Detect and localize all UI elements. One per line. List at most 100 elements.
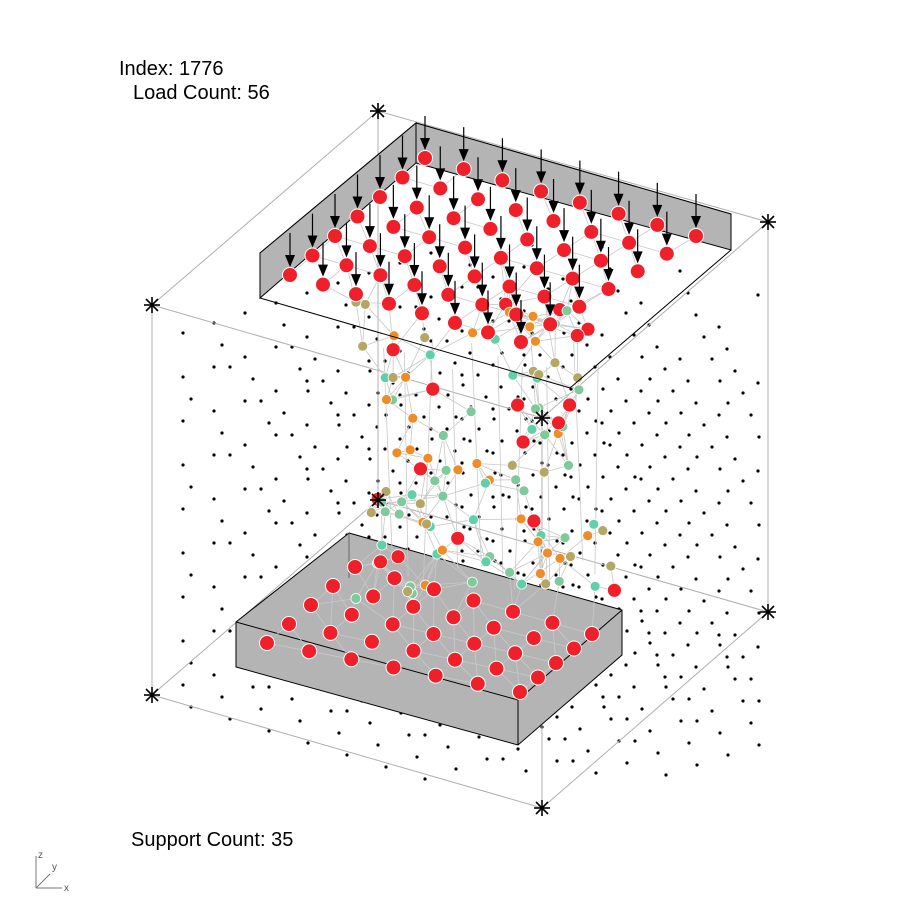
grid-dot: [367, 315, 371, 319]
truss-member: [371, 494, 413, 513]
load-arrow-head: [448, 198, 459, 211]
grid-dot: [454, 767, 458, 771]
load-arrow-head: [397, 157, 408, 170]
load-arrow-head: [318, 264, 328, 277]
grid-dot: [717, 413, 721, 417]
grid-dot: [407, 513, 411, 517]
grid-dot: [345, 445, 349, 449]
load-node: [494, 172, 511, 189]
truss-member: [533, 520, 561, 559]
grid-dot: [733, 545, 737, 549]
load-arrow-head: [691, 216, 701, 228]
grid-dot: [570, 705, 574, 709]
grid-dot: [616, 553, 620, 557]
grid-dot: [678, 269, 682, 273]
grid-dot: [578, 727, 582, 731]
grid-dot: [251, 465, 255, 469]
bbox-edge: [151, 499, 379, 696]
grid-dot: [687, 697, 691, 701]
load-node: [600, 281, 617, 297]
grid-dot: [228, 629, 232, 633]
support-node: [544, 614, 561, 631]
truss-node: [413, 461, 428, 477]
truss-member: [537, 377, 580, 391]
grid-dot: [499, 385, 503, 389]
bbox-edge: [151, 694, 543, 809]
load-node: [315, 276, 331, 293]
support-node: [386, 570, 403, 587]
truss-node: [605, 560, 617, 572]
truss-member: [405, 337, 426, 378]
grid-dot: [717, 501, 721, 505]
grid-dot: [337, 423, 341, 427]
load-node: [470, 191, 486, 208]
grid-dot: [695, 543, 699, 547]
grid-dot: [608, 531, 612, 535]
truss-member: [422, 495, 444, 523]
truss-node: [530, 403, 541, 415]
grid-dot: [243, 531, 247, 535]
grid-dot: [522, 265, 526, 269]
truss-node: [526, 423, 538, 435]
grid-dot: [445, 515, 449, 519]
grid-dot: [306, 389, 310, 393]
grid-dot: [656, 663, 660, 667]
grid-dot: [749, 501, 753, 505]
grid-dot: [282, 499, 286, 503]
grid-dot: [259, 399, 263, 403]
grid-dot: [710, 357, 714, 361]
load-arrow-head: [399, 236, 410, 249]
grid-dot: [446, 393, 450, 397]
load-arrow-head: [473, 179, 484, 192]
truss-node: [396, 496, 408, 508]
grid-dot: [625, 541, 629, 545]
grid-dot: [609, 717, 613, 721]
truss-member: [403, 352, 409, 577]
grid-dot: [538, 441, 542, 445]
support-node: [485, 619, 502, 636]
truss-node: [437, 490, 449, 502]
load-node: [349, 208, 366, 225]
grid-dot: [438, 723, 442, 727]
grid-dot: [757, 523, 761, 527]
grid-dot: [368, 721, 372, 725]
grid-dot: [679, 675, 683, 679]
grid-dot: [532, 439, 536, 443]
grid-dot: [344, 391, 348, 395]
corner-marker-icon: [534, 800, 550, 816]
grid-dot: [321, 379, 325, 383]
grid-dot: [578, 551, 582, 555]
grid-dot: [647, 587, 651, 591]
grid-dot: [639, 565, 643, 569]
grid-dot: [290, 433, 294, 437]
grid-dot: [664, 685, 668, 689]
grid-dot: [655, 433, 659, 437]
grid-dot: [259, 575, 263, 579]
grid-dot: [491, 407, 495, 411]
grid-dot: [344, 479, 348, 483]
load-node: [528, 260, 545, 277]
grid-dot: [181, 507, 185, 511]
load-arrow-head: [352, 196, 363, 209]
grid-dot: [609, 497, 613, 501]
load-arrow-head: [411, 187, 422, 200]
grid-dot: [616, 465, 620, 469]
grid-dot: [336, 369, 340, 373]
grid-dot: [212, 365, 216, 369]
grid-dot: [663, 543, 667, 547]
truss-node: [373, 554, 388, 570]
load-node: [571, 298, 588, 315]
truss-node: [588, 518, 600, 530]
load-arrow-head: [603, 269, 614, 281]
truss-node: [480, 556, 492, 568]
grid-dot: [625, 453, 629, 457]
truss-node: [467, 514, 479, 526]
grid-dot: [274, 345, 278, 349]
load-plate: [259, 121, 732, 389]
grid-dot: [632, 509, 636, 513]
load-node: [536, 288, 553, 305]
grid-dot: [399, 403, 403, 407]
load-arrow-head: [586, 211, 597, 224]
truss-node: [510, 397, 525, 413]
load-arrow-head: [450, 302, 460, 315]
